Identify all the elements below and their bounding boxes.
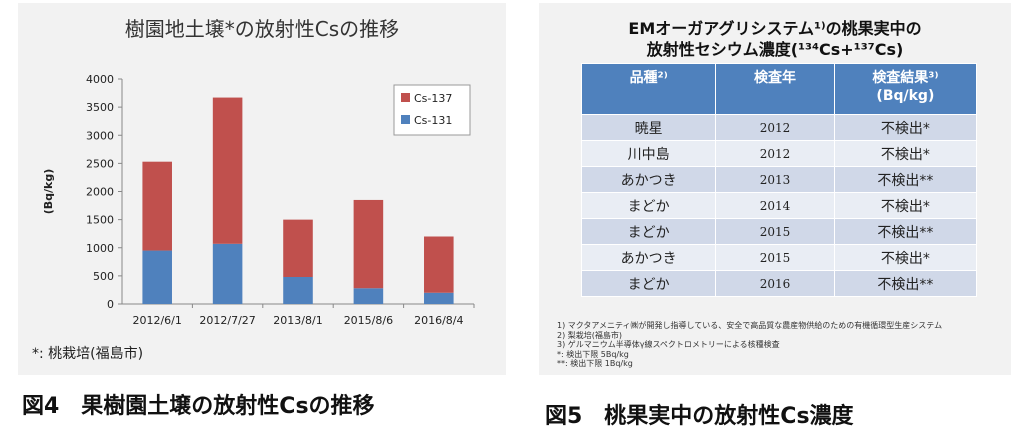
bar-cs-131	[142, 250, 172, 304]
note-4: *: 検出下限 5Bq/kg	[557, 349, 629, 359]
table-row: まどか 2014 不検出*	[580, 192, 978, 219]
note-5: **: 検出下限 1Bq/kg	[557, 359, 633, 368]
bar-cs-137	[353, 199, 384, 289]
figure5-caption: 図5 桃果実中の放射性Cs濃度	[545, 404, 854, 429]
bar-cs-131	[283, 277, 313, 304]
table-row: まどか 2016 不検出**	[580, 270, 978, 297]
bar-cs-137	[142, 161, 172, 251]
chart-footnote: *: 桃栽培(福島市)	[32, 346, 144, 362]
cell-result: 不検出*	[833, 244, 978, 271]
cell-result: 不検出*	[833, 114, 978, 141]
x-tick-label: 2012/6/1	[132, 314, 181, 327]
table-row: 川中島 2012 不検出*	[580, 140, 978, 167]
y-tick-label: 1000	[86, 242, 114, 255]
table-row: 暁星 2012 不検出*	[580, 114, 978, 141]
table-title-line1: EMオーガアグリシステム¹⁾の桃果実中の	[628, 19, 922, 38]
cell-year: 2012	[715, 140, 835, 167]
x-tick-label: 2013/8/1	[273, 314, 322, 327]
cell-variety: まどか	[580, 270, 717, 297]
bar-cs-137	[424, 236, 454, 293]
note-2: 2) 梨栽培(福島市)	[557, 330, 622, 340]
cell-year: 2014	[715, 192, 835, 219]
cell-year: 2015	[715, 244, 835, 271]
bar-cs-137	[212, 97, 243, 244]
cell-year: 2012	[715, 114, 835, 141]
bar-cs-131	[353, 288, 384, 304]
cell-result: 不検出**	[833, 218, 978, 245]
header-year: 検査年	[715, 63, 835, 115]
cell-result: 不検出**	[833, 166, 978, 193]
y-tick-label: 2500	[86, 157, 114, 170]
x-tick-label: 2012/7/27	[199, 314, 255, 327]
cell-result: 不検出*	[833, 192, 978, 219]
legend-entry: Cs-137	[414, 92, 452, 105]
y-axis-label: (Bq/kg)	[42, 169, 55, 215]
cell-variety: あかつき	[580, 166, 717, 193]
table-row: あかつき 2015 不検出*	[580, 244, 978, 271]
cell-result: 不検出**	[833, 270, 978, 297]
cell-variety: 暁星	[580, 114, 717, 141]
table-header-row: 品種²⁾ 検査年 検査結果³⁾ (Bq/kg)	[580, 63, 978, 115]
y-tick-label: 3000	[86, 129, 114, 142]
header-result-unit: (Bq/kg)	[876, 88, 935, 104]
header-variety: 品種²⁾	[580, 63, 717, 115]
chart-title: 樹園地土壌*の放射性Csの推移	[124, 17, 400, 41]
table-row: あかつき 2013 不検出**	[580, 166, 978, 193]
cell-result: 不検出*	[833, 140, 978, 167]
bar-cs-131	[424, 292, 454, 304]
note-3: 3) ゲルマニウム半導体γ線スペクトロメトリーによる核種検査	[557, 340, 780, 349]
legend-swatch	[401, 93, 410, 102]
x-tick-label: 2016/8/4	[414, 314, 463, 327]
y-tick-label: 3500	[86, 101, 114, 114]
x-tick-label: 2015/8/6	[344, 314, 393, 327]
y-tick-label: 500	[93, 270, 114, 283]
cell-year: 2015	[715, 218, 835, 245]
bar-cs-131	[212, 243, 243, 304]
cell-variety: 川中島	[580, 140, 717, 167]
cell-year: 2016	[715, 270, 835, 297]
results-table: 品種²⁾ 検査年 検査結果³⁾ (Bq/kg) 暁星 2012 不検出* 川中島…	[580, 63, 978, 297]
legend-box	[393, 84, 471, 136]
table-notes: 1) マクタアメニティ㈱が開発し指導している、安全で高品質な農産物供給のための有…	[557, 321, 942, 369]
cell-variety: まどか	[580, 192, 717, 219]
y-tick-label: 1500	[86, 214, 114, 227]
cell-variety: まどか	[580, 218, 717, 245]
note-1: 1) マクタアメニティ㈱が開発し指導している、安全で高品質な農産物供給のための有…	[557, 321, 943, 330]
header-result: 検査結果³⁾ (Bq/kg)	[833, 63, 978, 115]
y-tick-label: 2000	[86, 186, 114, 199]
cs-bar-chart: (Bq/kg) 0 500 1000 1500 2000 2500 3000 3500 4000 2…	[42, 73, 475, 327]
cell-year: 2013	[715, 166, 835, 193]
table-row: まどか 2015 不検出**	[580, 218, 978, 245]
figure4-panel: 樹園地土壌*の放射性Csの推移 (Bq/kg) 0 500 1000 1500 2000 2…	[18, 3, 506, 375]
y-tick-label: 0	[107, 298, 114, 311]
legend-swatch	[401, 115, 410, 124]
header-result-label: 検査結果³⁾	[872, 70, 939, 86]
table-title-line2: 放射性セシウム濃度(¹³⁴Cs+¹³⁷Cs)	[646, 40, 904, 59]
cell-variety: あかつき	[580, 244, 717, 271]
figure4-caption: 図4 果樹園土壌の放射性Csの推移	[22, 394, 375, 419]
bar-cs-137	[283, 219, 313, 277]
legend-entry: Cs-131	[414, 114, 452, 127]
figure5-panel: EMオーガアグリシステム¹⁾の桃果実中の 放射性セシウム濃度(¹³⁴Cs+¹³⁷…	[539, 3, 1011, 375]
y-tick-label: 4000	[86, 73, 114, 86]
